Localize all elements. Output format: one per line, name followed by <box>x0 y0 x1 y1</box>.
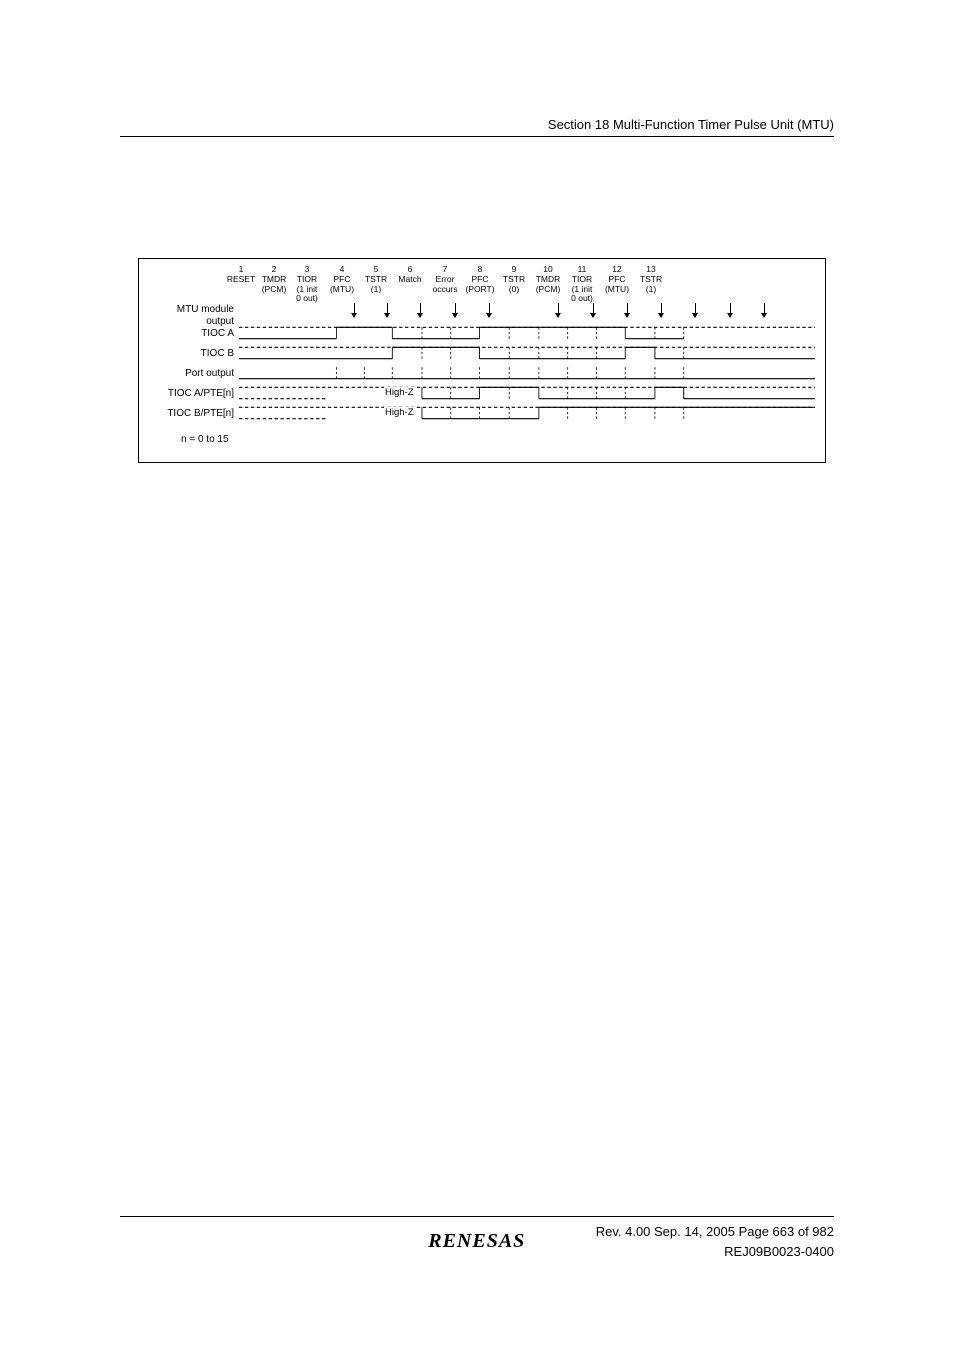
col-num: 13 <box>646 265 655 274</box>
highz-label-a: High-Z <box>384 387 415 398</box>
col-line: RESET <box>227 275 255 284</box>
row-label-tioc-b-pte: TIOC B/PTE[n] <box>139 408 234 420</box>
renesas-logo: RENESAS <box>358 1230 596 1253</box>
diagram-note: n = 0 to 15 <box>181 434 229 445</box>
row-label-mtu: MTU moduleoutput <box>139 304 234 327</box>
arrow <box>593 303 594 317</box>
arrow <box>661 303 662 317</box>
col-num: 5 <box>374 265 379 274</box>
col-line: Match <box>398 275 421 284</box>
col-line: (PORT) <box>465 285 494 294</box>
row-label-tioc-a: TIOC A <box>139 328 234 340</box>
arrow <box>730 303 731 317</box>
arrow <box>558 303 559 317</box>
page-footer: RENESAS Rev. 4.00 Sep. 14, 2005 Page 663… <box>120 1216 834 1261</box>
signal-tioc-a <box>239 325 815 341</box>
footer-rev: Rev. 4.00 Sep. 14, 2005 Page 663 of 982 <box>596 1222 834 1242</box>
col-num: 1 <box>239 265 244 274</box>
col-header-9: 9TSTR(0) <box>497 265 531 294</box>
arrow <box>489 303 490 317</box>
footer-text: Rev. 4.00 Sep. 14, 2005 Page 663 of 982 … <box>596 1222 834 1261</box>
col-line: (1) <box>646 285 656 294</box>
col-num: 12 <box>612 265 621 274</box>
col-num: 9 <box>512 265 517 274</box>
col-header-8: 8PFC(PORT) <box>463 265 497 294</box>
column-headers: 1RESET2TMDR(PCM)3TIOR(1 init0 out)4PFC(M… <box>239 265 819 303</box>
col-line: (PCM) <box>262 285 287 294</box>
col-header-10: 10TMDR(PCM) <box>531 265 565 294</box>
col-header-6: 6Match <box>393 265 427 285</box>
col-header-12: 12PFC(MTU) <box>600 265 634 294</box>
signal-tioc-b <box>239 345 815 361</box>
col-num: 8 <box>478 265 483 274</box>
arrow-row <box>239 303 815 321</box>
col-line: (MTU) <box>330 285 354 294</box>
timing-diagram: 1RESET2TMDR(PCM)3TIOR(1 init0 out)4PFC(M… <box>138 258 826 463</box>
arrow <box>455 303 456 317</box>
col-header-3: 3TIOR(1 init0 out) <box>290 265 324 303</box>
arrow <box>387 303 388 317</box>
col-header-2: 2TMDR(PCM) <box>257 265 291 294</box>
col-header-13: 13TSTR(1) <box>634 265 668 294</box>
col-line: (0) <box>509 285 519 294</box>
col-line: 0 out) <box>296 294 318 303</box>
row-label-tioc-b: TIOC B <box>139 348 234 360</box>
col-header-5: 5TSTR(1) <box>359 265 393 294</box>
signal-tioc-b-pte <box>239 405 815 421</box>
col-line: 0 out) <box>571 294 593 303</box>
col-header-4: 4PFC(MTU) <box>325 265 359 294</box>
row-label-port: Port output <box>139 368 234 380</box>
col-line: occurs <box>432 285 457 294</box>
arrow <box>354 303 355 317</box>
row-label-tioc-a-pte: TIOC A/PTE[n] <box>139 388 234 400</box>
page-header: Section 18 Multi-Function Timer Pulse Un… <box>120 117 834 137</box>
footer-doc: REJ09B0023-0400 <box>596 1242 834 1262</box>
arrow <box>764 303 765 317</box>
signal-tioc-a-pte <box>239 385 815 401</box>
col-num: 6 <box>408 265 413 274</box>
col-line: (MTU) <box>605 285 629 294</box>
arrow <box>420 303 421 317</box>
col-header-7: 7Erroroccurs <box>428 265 462 294</box>
arrow <box>627 303 628 317</box>
col-num: 7 <box>443 265 448 274</box>
arrow <box>695 303 696 317</box>
highz-label-b: High-Z <box>384 407 415 418</box>
section-title: Section 18 Multi-Function Timer Pulse Un… <box>548 117 834 132</box>
col-line: (PCM) <box>536 285 561 294</box>
col-num: 3 <box>305 265 310 274</box>
col-header-1: 1RESET <box>224 265 258 285</box>
col-num: 11 <box>578 265 587 274</box>
col-num: 4 <box>340 265 345 274</box>
col-header-11: 11TIOR(1 init0 out) <box>565 265 599 303</box>
col-line: (1) <box>371 285 381 294</box>
col-num: 10 <box>543 265 552 274</box>
col-num: 2 <box>272 265 277 274</box>
signal-port-output <box>239 365 815 381</box>
